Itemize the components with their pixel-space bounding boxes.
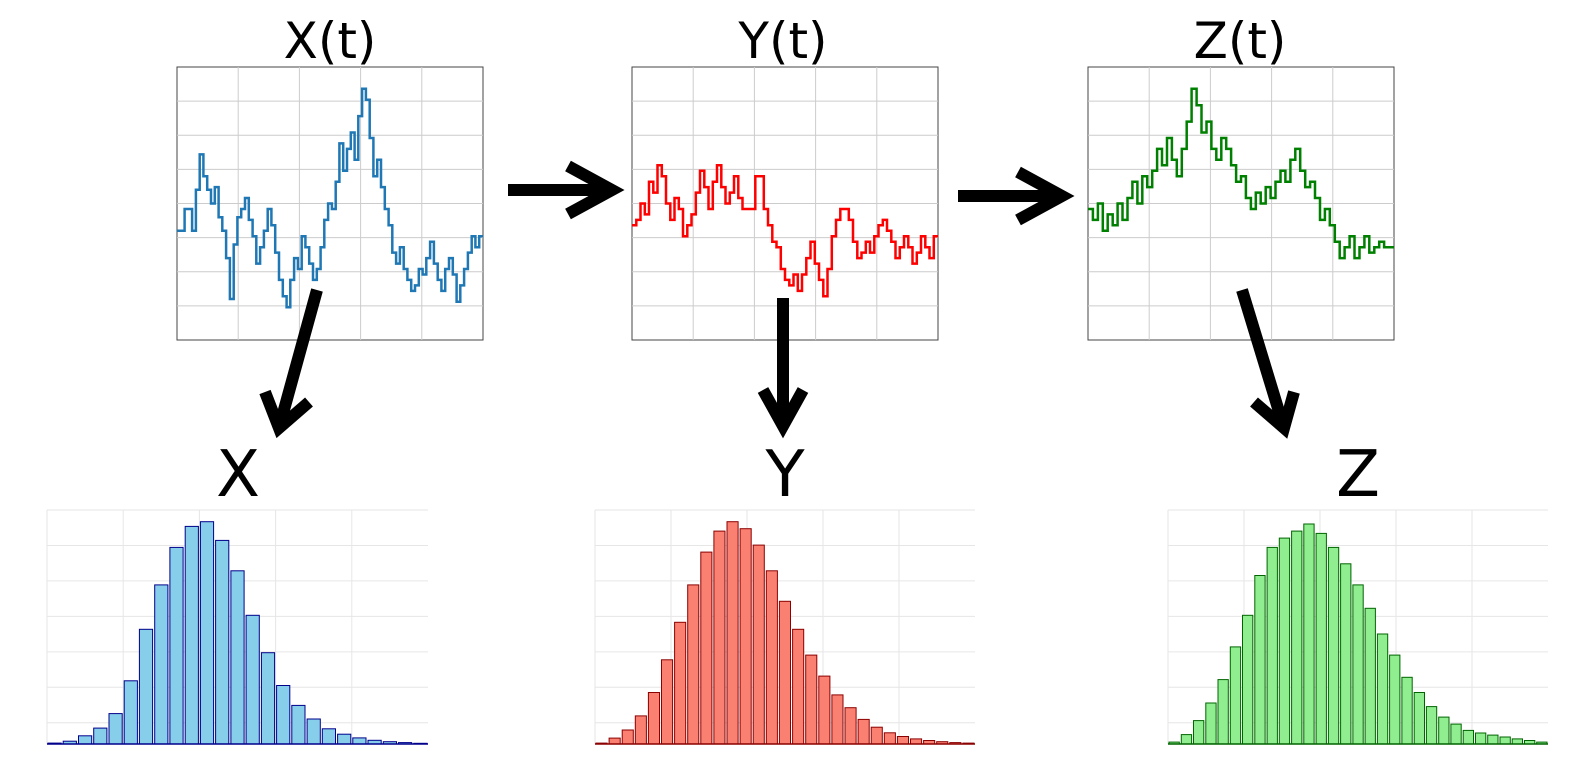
histogram-bar	[844, 707, 857, 745]
histogram-bar	[608, 737, 621, 745]
histogram-bar	[108, 713, 123, 745]
time-series-panel-x	[176, 66, 484, 341]
histogram-z	[1167, 509, 1548, 745]
histogram-bar	[726, 521, 739, 745]
histogram-bar	[805, 654, 818, 745]
marginal-label-z: Z	[1336, 438, 1380, 512]
histogram-bar	[1425, 706, 1438, 745]
histogram-bar	[230, 570, 245, 745]
histogram-bar	[93, 727, 108, 745]
histogram-bar	[1242, 614, 1254, 745]
histogram-bar	[1376, 633, 1389, 745]
series-line	[1088, 87, 1394, 260]
histogram-y	[594, 509, 975, 745]
time-series-panel-y	[631, 66, 939, 341]
histogram-bar	[1180, 734, 1193, 745]
arrows	[259, 160, 1300, 439]
histogram-bar	[1291, 530, 1303, 745]
histogram-bar	[896, 736, 910, 745]
histogram-bar	[1217, 679, 1229, 745]
histogram-bar	[1499, 736, 1511, 745]
histogram-bar	[661, 659, 674, 745]
histogram-bar	[752, 544, 765, 745]
series-line	[177, 87, 483, 309]
arrow-y-to-z-icon	[958, 166, 1075, 226]
title-y-t: Y(t)	[737, 12, 827, 70]
histogram-bar	[792, 628, 805, 745]
histogram-bar	[634, 715, 647, 745]
histogram-bar	[1340, 563, 1352, 745]
histogram-bar	[1401, 676, 1413, 745]
histogram-bar	[700, 551, 713, 745]
histogram-bar	[1303, 523, 1315, 745]
histogram-bar	[713, 530, 726, 745]
marginal-label-x: X	[216, 438, 260, 512]
histogram-bar	[1327, 546, 1340, 745]
marginal-label-y: Y	[764, 438, 805, 512]
histogram-bar	[321, 728, 336, 745]
histogram-bar	[765, 570, 778, 745]
histogram-bar	[337, 733, 352, 745]
title-x-t: X(t)	[284, 12, 377, 70]
histogram-bar	[1266, 546, 1278, 745]
arrow-y-to-marginal-icon	[757, 298, 809, 439]
histogram-bar	[1205, 702, 1217, 745]
histogram-bar	[199, 521, 215, 745]
histogram-bar	[870, 726, 883, 745]
histogram-bar	[169, 546, 184, 745]
series-line	[632, 164, 938, 298]
histogram-bar	[1315, 532, 1327, 745]
histogram-bar	[910, 738, 923, 745]
histogram-bar	[1254, 575, 1266, 745]
histogram-bar	[215, 539, 230, 745]
histogram-bar	[260, 652, 276, 745]
arrow-x-to-marginal-icon	[259, 288, 323, 439]
histogram-bar	[1352, 584, 1364, 745]
histogram-bar	[647, 692, 661, 745]
arrow-x-to-y-icon	[508, 160, 625, 220]
histogram-bar	[78, 735, 93, 745]
histogram-bar	[818, 675, 831, 745]
histogram-bar	[621, 729, 634, 745]
histogram-bar	[674, 621, 687, 745]
histogram-bar	[154, 584, 169, 745]
histogram-bar	[687, 584, 700, 745]
histogram-bar	[1475, 732, 1487, 745]
histogram-bar	[245, 614, 260, 745]
histogram-bar	[138, 628, 154, 745]
histogram-bar	[831, 694, 844, 745]
histogram-bar	[1364, 607, 1376, 745]
histogram-bar	[276, 685, 291, 745]
histogram-bar	[1193, 720, 1205, 745]
histogram-bar	[1511, 738, 1523, 745]
histogram-bar	[778, 600, 792, 745]
histogram-bar	[739, 528, 752, 745]
histogram-bar	[857, 718, 870, 745]
histogram-bar	[1438, 716, 1450, 745]
histogram-bar	[352, 737, 367, 745]
histogram-bar	[123, 680, 138, 745]
histogram-bar	[1229, 646, 1242, 745]
histogram-bar	[291, 704, 306, 745]
title-z-t: Z(t)	[1194, 12, 1287, 70]
histogram-bar	[306, 718, 321, 745]
histogram-bar	[1389, 654, 1401, 745]
histogram-bar	[883, 732, 896, 745]
histogram-bar	[184, 525, 199, 745]
histogram-bar	[1450, 723, 1462, 745]
histogram-bar	[1462, 729, 1474, 745]
histogram-x	[46, 509, 428, 745]
histogram-bar	[1278, 537, 1291, 745]
histogram-bar	[1413, 692, 1425, 745]
arrow-z-to-marginal-icon	[1236, 288, 1300, 439]
histogram-bar	[1487, 734, 1499, 745]
